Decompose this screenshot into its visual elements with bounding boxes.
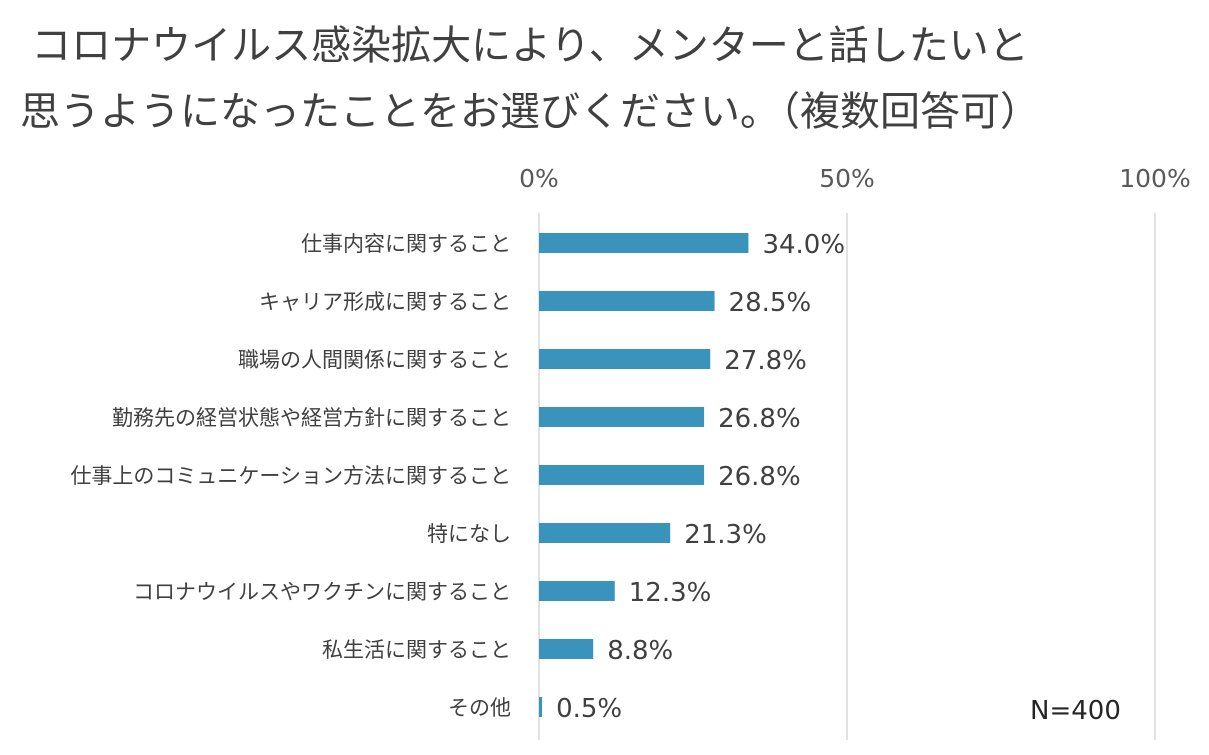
bar <box>539 407 705 427</box>
category-label: 特になし <box>427 522 511 546</box>
bar <box>539 349 711 369</box>
data-label: 28.5% <box>729 288 812 318</box>
bar <box>539 697 543 717</box>
data-label: 26.8% <box>718 462 801 492</box>
bar <box>539 581 615 601</box>
data-label: 34.0% <box>762 230 845 260</box>
category-label: 勤務先の経営状態や経営方針に関すること <box>112 406 511 430</box>
category-label: 仕事上のコミュニケーション方法に関すること <box>70 464 511 488</box>
category-label: キャリア形成に関すること <box>259 290 511 314</box>
chart-title-line-1: コロナウイルス感染拡大により、メンターと話したいと <box>31 23 1029 69</box>
bar <box>539 465 705 485</box>
category-label: 仕事内容に関すること <box>301 232 511 256</box>
data-label: 12.3% <box>629 578 712 608</box>
category-label: 私生活に関すること <box>322 638 511 662</box>
category-label: 職場の人間関係に関すること <box>238 348 511 372</box>
category-label: コロナウイルスやワクチンに関すること <box>133 580 511 604</box>
x-tick-label: 50% <box>819 164 875 193</box>
x-tick-label: 0% <box>519 164 559 193</box>
data-label: 27.8% <box>724 346 807 376</box>
category-label: その他 <box>448 696 511 720</box>
data-label: 0.5% <box>556 694 622 724</box>
chart-title-line-2: 思うようになったことをお選びください。（複数回答可） <box>20 89 1040 135</box>
data-label: 8.8% <box>607 636 673 666</box>
bar <box>539 523 671 543</box>
bar <box>539 639 594 659</box>
data-label: 26.8% <box>718 404 801 434</box>
sample-size-note: N=400 <box>1030 696 1121 726</box>
data-label: 21.3% <box>684 520 767 550</box>
bar <box>539 291 715 311</box>
x-tick-label: 100% <box>1119 164 1190 193</box>
bar <box>539 233 749 253</box>
